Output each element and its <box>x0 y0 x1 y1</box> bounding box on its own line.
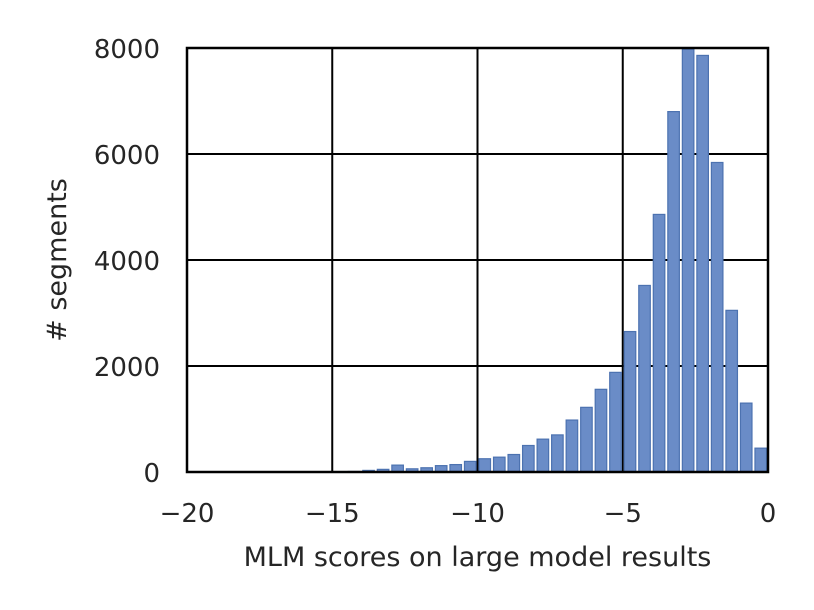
histogram-bar <box>536 438 550 473</box>
histogram-bar <box>463 460 477 473</box>
histogram-bar <box>594 388 608 473</box>
x-axis-ticks: −20 −15 −10 −5 0 <box>160 499 777 529</box>
histogram-bar <box>580 406 593 473</box>
y-tick-label: 6000 <box>94 141 160 171</box>
histogram-bar <box>492 456 506 473</box>
histogram-bar <box>710 161 724 473</box>
plot-frame <box>185 46 770 474</box>
histogram-bar <box>609 371 622 473</box>
y-tick-label: 2000 <box>94 353 160 383</box>
histogram-bar <box>623 330 637 473</box>
x-tick-label: −20 <box>160 499 215 529</box>
histogram-bar <box>696 54 709 473</box>
y-tick-label: 4000 <box>94 247 160 277</box>
x-tick-label: −10 <box>450 499 505 529</box>
histogram-bar <box>551 434 564 473</box>
x-axis-label: MLM scores on large model results <box>244 542 712 573</box>
x-tick-label: −5 <box>604 499 642 529</box>
y-tick-label: 8000 <box>94 35 160 65</box>
histogram-bar <box>725 309 739 473</box>
y-tick-label: 0 <box>143 459 160 489</box>
histogram-bar <box>667 110 680 473</box>
histogram-bar <box>652 213 666 473</box>
histogram-bar <box>507 453 521 473</box>
x-tick-label: −15 <box>305 499 360 529</box>
histogram-bar <box>754 447 768 473</box>
histogram-bar <box>739 402 753 473</box>
y-axis-ticks: 0 2000 4000 6000 8000 <box>94 35 160 489</box>
histogram-bar <box>521 444 535 473</box>
histogram-bar <box>681 48 695 473</box>
histogram-bar <box>638 284 651 473</box>
y-axis-label: # segments <box>42 178 73 342</box>
histogram-bar <box>478 458 492 473</box>
x-tick-label: 0 <box>760 499 777 529</box>
histogram-bar <box>565 419 579 473</box>
